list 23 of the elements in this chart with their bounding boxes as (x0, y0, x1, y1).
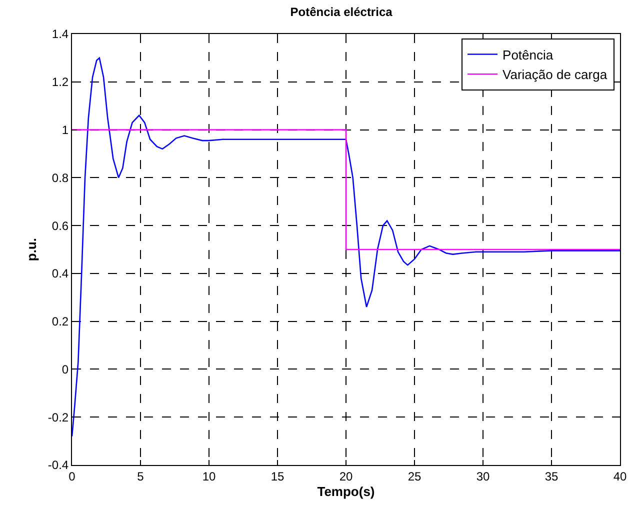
x-tick-label: 35 (544, 469, 558, 484)
legend-label: Variação de carga (502, 67, 608, 82)
y-axis-title: p.u. (24, 238, 39, 262)
y-tick-label: 0.2 (52, 314, 69, 329)
y-tick-label: -0.4 (48, 458, 69, 472)
y-tick-label: 1.4 (52, 27, 69, 42)
y-tick-label: 1.2 (52, 75, 69, 90)
x-tick-label: 40 (613, 469, 627, 484)
x-tick-label: 5 (137, 469, 144, 484)
x-axis-title: Tempo(s) (317, 484, 375, 499)
chart-title: Potência eléctrica (290, 5, 393, 20)
x-tick-label: 25 (408, 469, 422, 484)
y-tick-label: -0.2 (48, 410, 69, 424)
x-tick-label: 15 (270, 469, 284, 484)
y-tick-label: 0 (62, 362, 69, 376)
y-tick-label: 0.4 (52, 266, 69, 281)
y-tick-label: 1 (62, 122, 69, 137)
x-tick-label: 20 (339, 469, 353, 484)
legend-label: Potência (502, 47, 554, 62)
x-tick-label: 10 (202, 469, 216, 484)
y-tick-label: 0.6 (52, 218, 69, 233)
x-tick-label: 30 (476, 469, 490, 484)
y-tick-label: 0.8 (52, 170, 69, 185)
